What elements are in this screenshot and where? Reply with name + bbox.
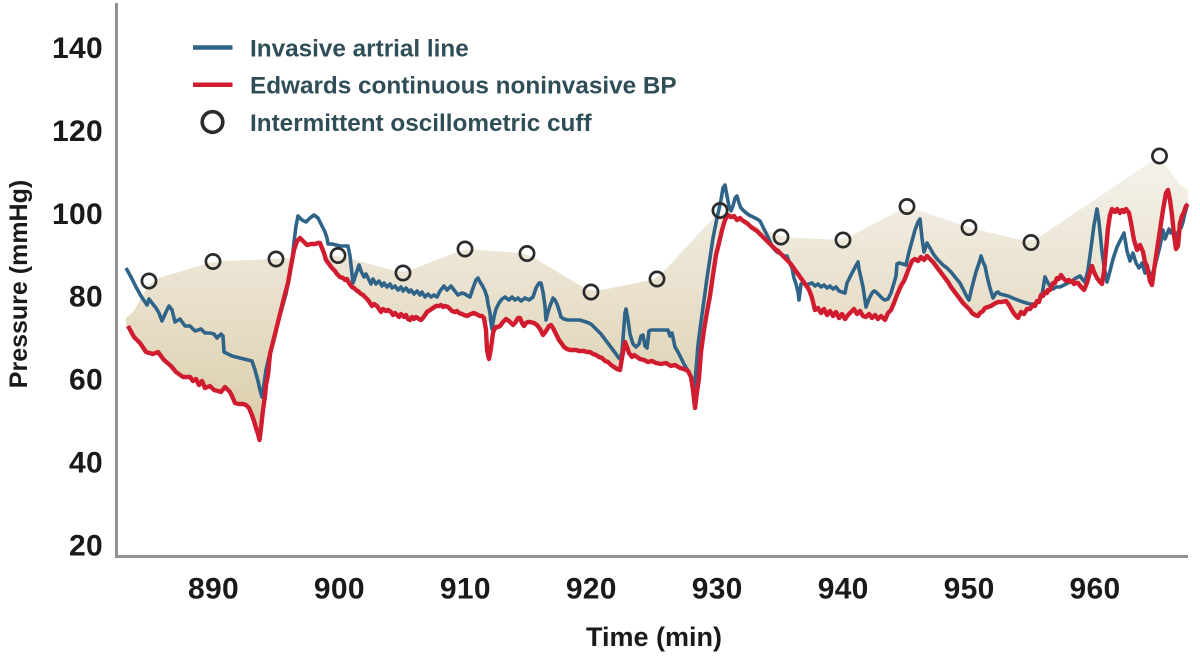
svg-text:80: 80 xyxy=(69,281,103,314)
svg-text:Invasive artrial line: Invasive artrial line xyxy=(250,36,469,63)
svg-text:920: 920 xyxy=(566,573,617,606)
svg-text:890: 890 xyxy=(188,573,239,606)
svg-text:120: 120 xyxy=(52,115,103,148)
svg-text:900: 900 xyxy=(314,573,365,606)
svg-text:930: 930 xyxy=(692,573,743,606)
svg-text:910: 910 xyxy=(440,573,491,606)
svg-text:60: 60 xyxy=(69,364,103,397)
svg-text:Time (min): Time (min) xyxy=(586,622,722,652)
svg-text:Intermittent oscillometric cuf: Intermittent oscillometric cuff xyxy=(250,110,592,137)
svg-text:40: 40 xyxy=(69,447,103,480)
svg-text:100: 100 xyxy=(52,198,103,231)
svg-text:940: 940 xyxy=(818,573,869,606)
svg-text:Pressure (mmHg): Pressure (mmHg) xyxy=(5,180,33,388)
svg-text:20: 20 xyxy=(69,529,103,562)
svg-text:960: 960 xyxy=(1070,573,1121,606)
svg-text:950: 950 xyxy=(944,573,995,606)
svg-text:Edwards continuous noninvasive: Edwards continuous noninvasive BP xyxy=(250,73,677,100)
svg-text:140: 140 xyxy=(52,32,103,65)
